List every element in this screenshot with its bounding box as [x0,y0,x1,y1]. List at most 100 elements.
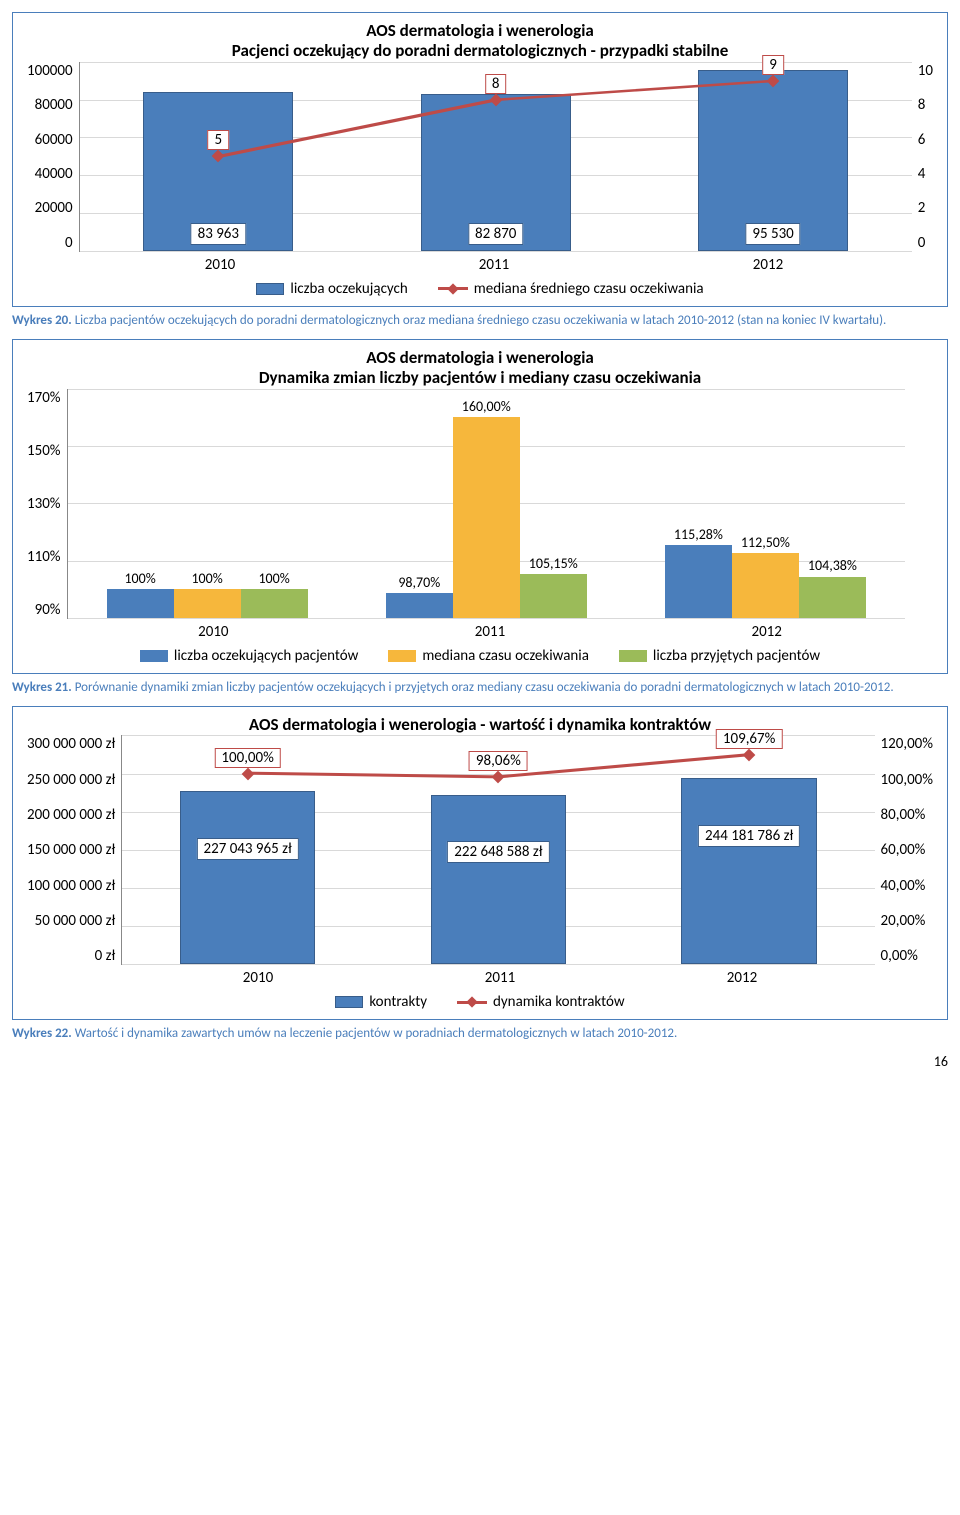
axis-tick: 80000 [35,96,73,114]
data-label: 100% [258,570,289,587]
legend-label: liczba oczekujących pacjentów [174,647,358,665]
axis-tick: 40,00% [881,877,926,895]
caption-label: Wykres 21. [12,680,72,695]
axis-tick: 120,00% [881,735,933,753]
axis-tick: 20,00% [881,912,926,930]
caption-text: Liczba pacjentów oczekujących do poradni… [72,313,887,328]
axis-tick: 6 [918,131,926,149]
chart1-legend: liczba oczekujących mediana średniego cz… [27,274,933,300]
line-label: 109,67% [716,729,782,749]
legend-label: mediana czasu oczekiwania [422,647,589,665]
data-label: 160,00% [462,398,511,415]
bar-swatch [256,283,284,295]
data-label: 105,15% [529,555,578,572]
line-label: 8 [485,74,507,94]
chart1-yaxis-left: 100000800006000040000200000 [27,62,79,252]
line-swatch [457,1001,487,1004]
legend-label: liczba oczekujących [290,280,407,298]
chart2-title-line1: AOS dermatologia i wenerologia [366,347,594,368]
axis-tick: 2011 [357,256,631,274]
caption-2: Wykres 21. Porównanie dynamiki zmian lic… [12,680,948,696]
chart1-title-line2: Pacjenci oczekujący do poradni dermatolo… [232,40,729,61]
axis-tick: 100,00% [881,771,933,789]
axis-tick: 130% [27,495,61,513]
bar [732,553,799,617]
axis-tick: 2 [918,199,926,217]
chart1-plot: 83 96382 87095 530589 [79,62,912,252]
axis-tick: 2010 [137,969,379,987]
chart3-yaxis-right: 120,00%100,00%80,00%60,00%40,00%20,00%0,… [875,735,933,965]
legend-item: liczba oczekujących pacjentów [140,647,358,665]
gridline [68,618,905,619]
axis-tick: 2010 [75,623,352,641]
bar [453,417,520,617]
axis-tick: 0 [65,234,73,252]
legend-label: dynamika kontraktów [493,993,625,1011]
axis-tick: 100 000 000 zł [27,877,115,895]
chart1-yaxis-right: 1086420 [912,62,933,252]
legend-item: dynamika kontraktów [457,993,625,1011]
bar-swatch [388,650,416,662]
bar [107,589,174,618]
chart3-title: AOS dermatologia i wenerologia - wartość… [27,715,933,735]
chart2-title-line2: Dynamika zmian liczby pacjentów i median… [259,367,701,388]
chart2-title: AOS dermatologia i wenerologia Dynamika … [27,348,933,389]
axis-tick: 2012 [631,256,905,274]
chart-2: AOS dermatologia i wenerologia Dynamika … [12,339,948,674]
chart3-legend: kontrakty dynamika kontraktów [27,987,933,1013]
bar [665,545,732,617]
line-label: 5 [208,130,230,150]
chart2-plot-area: 170%150%130%110%90% 100%100%100%98,70%16… [27,389,933,619]
data-label: 104,38% [808,557,857,574]
bar-swatch [335,996,363,1008]
chart3-title-text: AOS dermatologia i wenerologia - wartość… [249,714,711,735]
data-label: 98,70% [398,574,440,591]
axis-tick: 20000 [35,199,73,217]
axis-tick: 0 zł [95,947,116,965]
axis-tick: 250 000 000 zł [27,771,115,789]
chart3-xaxis: 201020112012 [137,965,863,987]
chart1-xaxis: 201020112012 [83,252,905,274]
axis-tick: 2012 [621,969,863,987]
caption-label: Wykres 20. [12,313,72,328]
legend-label: kontrakty [369,993,427,1011]
line-swatch [438,287,468,290]
legend-item: kontrakty [335,993,427,1011]
axis-tick: 80,00% [881,806,926,824]
chart2-plot: 100% 100% 100% 98,70% 160,00% 105,15% 115,28% 1… [67,389,905,619]
legend-item: liczba przyjętych pacjentów [619,647,820,665]
chart1-title-line1: AOS dermatologia i wenerologia [366,20,594,41]
axis-tick: 0 [918,234,926,252]
axis-tick: 50 000 000 zł [35,912,116,930]
line-label: 100,00% [214,748,280,768]
axis-tick: 2012 [628,623,905,641]
caption-1: Wykres 20. Liczba pacjentów oczekujących… [12,313,948,329]
axis-tick: 90% [35,601,61,619]
chart1-plot-area: 100000800006000040000200000 83 96382 870… [27,62,933,252]
caption-3: Wykres 22. Wartość i dynamika zawartych … [12,1026,948,1042]
axis-tick: 60000 [35,131,73,149]
spacer [905,389,933,619]
chart-1: AOS dermatologia i wenerologia Pacjenci … [12,12,948,307]
axis-tick: 0,00% [881,947,918,965]
gridline [122,964,874,965]
bar [174,589,241,618]
axis-tick: 170% [27,389,61,407]
bar [386,593,453,618]
page-number: 16 [12,1053,948,1070]
data-label: 100% [191,570,222,587]
legend-item: liczba oczekujących [256,280,407,298]
legend-label: liczba przyjętych pacjentów [653,647,820,665]
data-label: 115,28% [674,526,723,543]
caption-text: Porównanie dynamiki zmian liczby pacjent… [72,680,894,695]
caption-label: Wykres 22. [12,1026,72,1041]
bar [799,577,866,618]
axis-tick: 4 [918,165,926,183]
chart2-xaxis: 201020112012 [75,619,905,641]
axis-tick: 2011 [352,623,629,641]
chart3-plot: 227 043 965 zł222 648 588 zł244 181 786 … [121,735,874,965]
legend-item: mediana średniego czasu oczekiwania [438,280,704,298]
axis-tick: 2011 [379,969,621,987]
bar-swatch [140,650,168,662]
data-label: 100% [124,570,155,587]
